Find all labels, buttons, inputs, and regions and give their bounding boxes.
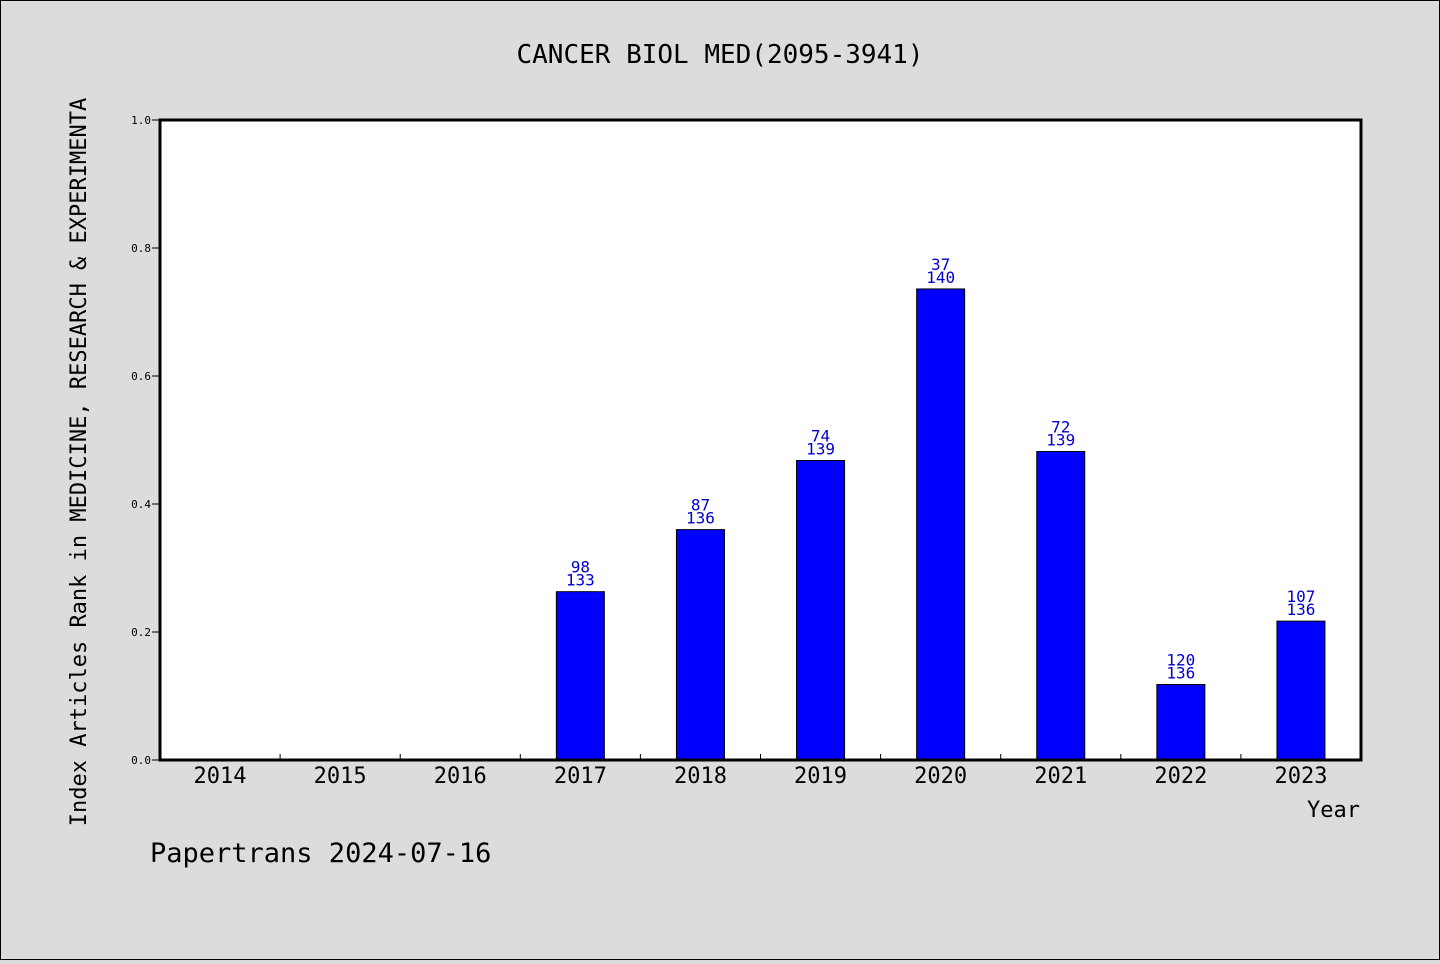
bar-2023: [1276, 620, 1326, 761]
x-tick-label: 2019: [794, 764, 847, 789]
y-tick-label: 1.0: [131, 114, 151, 127]
y-tick-label: 0.8: [131, 242, 151, 255]
bar-label-rank: 120: [1166, 650, 1195, 669]
plot-frame: [158, 118, 1363, 762]
y-tick-label: 0.2: [131, 626, 151, 639]
bar-label-rank: 98: [571, 558, 590, 577]
y-axis-ticks: 0.0 0.2 0.4 0.6 0.8 1.0: [131, 114, 160, 767]
bar-label-total: 140: [926, 268, 955, 287]
bars: [555, 288, 1326, 761]
bar-label-rank: 107: [1286, 587, 1315, 606]
x-tick-label: 2021: [1034, 764, 1087, 789]
bar-label-total: 133: [566, 571, 595, 590]
bar-2017: [555, 591, 605, 761]
bar-label-rank: 74: [811, 426, 830, 445]
x-tick-label: 2018: [674, 764, 727, 789]
bar-label-rank: 72: [1051, 418, 1070, 437]
x-axis-label: Year: [1307, 798, 1360, 823]
bar-label-total: 139: [806, 439, 835, 458]
plot-area: [160, 120, 1361, 760]
chart-title: CANCER BIOL MED(2095-3941): [517, 40, 924, 70]
x-tick-label: 2017: [554, 764, 607, 789]
bar-2020: [916, 288, 966, 761]
bar-label-total: 136: [1166, 663, 1195, 682]
bar-2022: [1156, 683, 1206, 761]
bar-2019: [796, 459, 846, 761]
y-tick-label: 0.4: [131, 498, 151, 511]
y-tick-label: 0.6: [131, 370, 151, 383]
bar-2018: [675, 529, 725, 761]
x-tick-label: 2023: [1274, 764, 1327, 789]
bar-label-rank: 87: [691, 496, 710, 515]
x-tick-label: 2016: [434, 764, 487, 789]
y-axis-label: Index Articles Rank in MEDICINE, RESEARC…: [67, 98, 92, 826]
x-tick-label: 2020: [914, 764, 967, 789]
bar-label-rank: 37: [931, 255, 950, 274]
bar-label-total: 136: [1286, 600, 1315, 619]
bar-label-total: 136: [686, 509, 715, 528]
x-axis-ticks: 2014 2015 2016 2017 2018 2019 2020 2021 2022 2023: [194, 754, 1327, 789]
bar-2021: [1036, 451, 1086, 761]
y-tick-label: 0.0: [131, 754, 151, 767]
x-tick-label: 2015: [314, 764, 367, 789]
bar-label-total: 139: [1046, 431, 1075, 450]
footer-credit: Papertrans 2024-07-16: [150, 838, 491, 869]
x-tick-label: 2022: [1154, 764, 1207, 789]
x-tick-label: 2014: [194, 764, 247, 789]
